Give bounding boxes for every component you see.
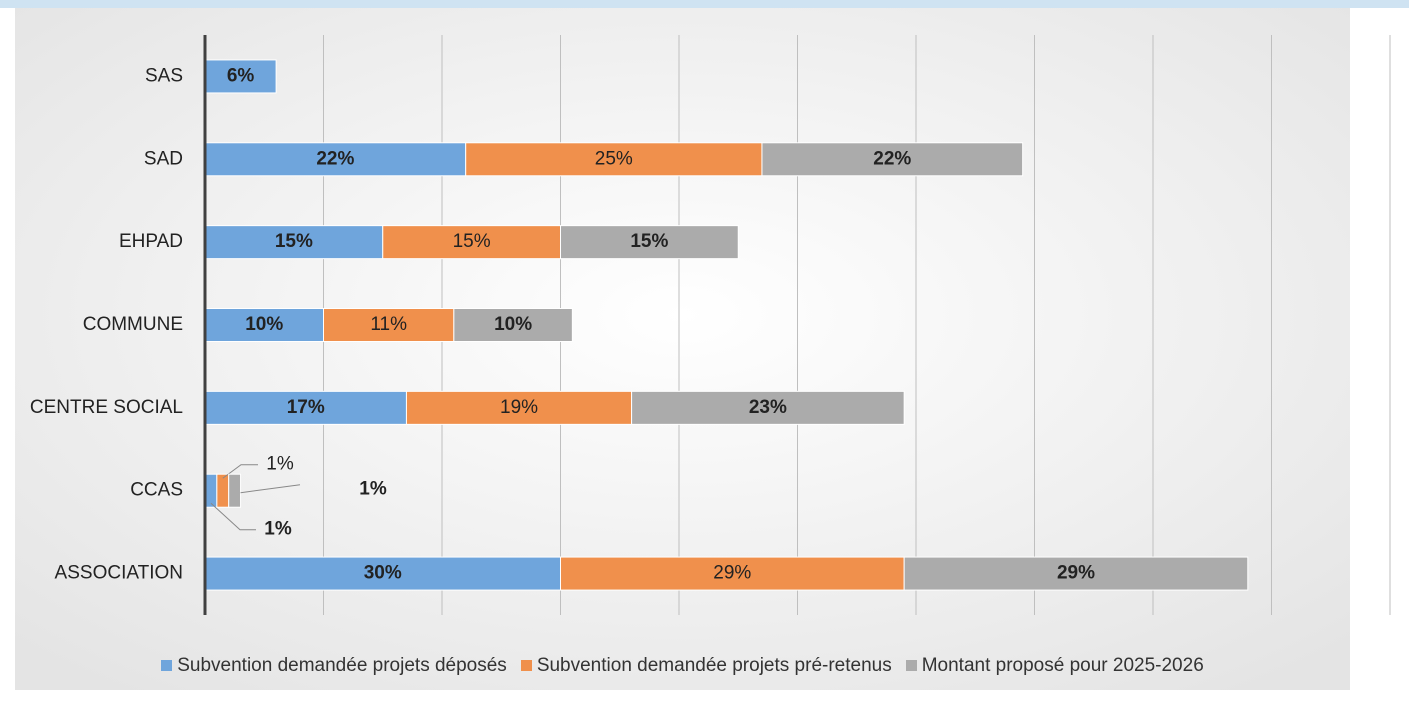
bar-segment (453, 308, 573, 342)
data-label: 25% (595, 148, 633, 169)
data-label: 22% (316, 148, 354, 169)
bar-segment (631, 390, 905, 425)
data-label: 1% (264, 519, 292, 540)
y-tick-label: SAD (144, 148, 183, 169)
bar-segment (382, 225, 561, 260)
y-tick-label: COMMUNE (83, 314, 183, 335)
data-label: 19% (500, 397, 538, 418)
data-label: 29% (1057, 563, 1095, 584)
data-label: 23% (749, 397, 787, 418)
bar-segment (323, 308, 455, 342)
legend-item: Montant proposé pour 2025-2026 (905, 655, 1204, 677)
data-label: 15% (275, 231, 313, 252)
data-label: 11% (370, 314, 407, 335)
legend-item: Subvention demandée projets pré-retenus (520, 655, 892, 677)
bar-segment (204, 225, 384, 260)
y-tick-label: CCAS (130, 480, 183, 501)
legend-swatch (161, 660, 173, 671)
data-label: 22% (873, 148, 911, 169)
bar-segment (560, 225, 739, 260)
leader-line (210, 502, 256, 531)
leader-line (240, 484, 301, 494)
y-tick-label: ASSOCIATION (55, 563, 183, 584)
legend-swatch (905, 660, 917, 671)
y-tick-label: SAS (145, 65, 183, 86)
bar-segment (216, 473, 230, 508)
y-tick-label: CENTRE SOCIAL (30, 397, 183, 418)
bar-segment (761, 142, 1024, 177)
bar-segment (204, 142, 467, 177)
legend-item: Subvention demandée projets déposés (161, 655, 507, 677)
data-label: 17% (287, 397, 325, 418)
y-tick-label: EHPAD (119, 231, 183, 252)
legend-label: Subvention demandée projets pré-retenus (536, 655, 892, 676)
data-label: 6% (227, 65, 255, 86)
data-label: 29% (713, 563, 751, 584)
bar-segment (405, 390, 633, 425)
data-label: 10% (245, 314, 283, 335)
bar-segment (560, 556, 905, 591)
top-strip (0, 0, 1409, 8)
data-label: 1% (359, 479, 387, 500)
bar-segment (228, 473, 242, 508)
data-label: 15% (630, 231, 668, 252)
data-label: 10% (494, 314, 532, 335)
data-label: 1% (266, 454, 294, 475)
legend-swatch (520, 660, 532, 671)
data-label: 30% (364, 563, 402, 584)
data-label: 15% (453, 231, 491, 252)
bar-segment (204, 473, 218, 508)
legend-label: Montant proposé pour 2025-2026 (921, 655, 1204, 676)
bar-segment (903, 556, 1249, 591)
legend: Subvention demandée projets déposés Subve… (15, 648, 1350, 684)
bar-segment (465, 142, 763, 177)
legend-label: Subvention demandée projets déposés (177, 655, 507, 676)
